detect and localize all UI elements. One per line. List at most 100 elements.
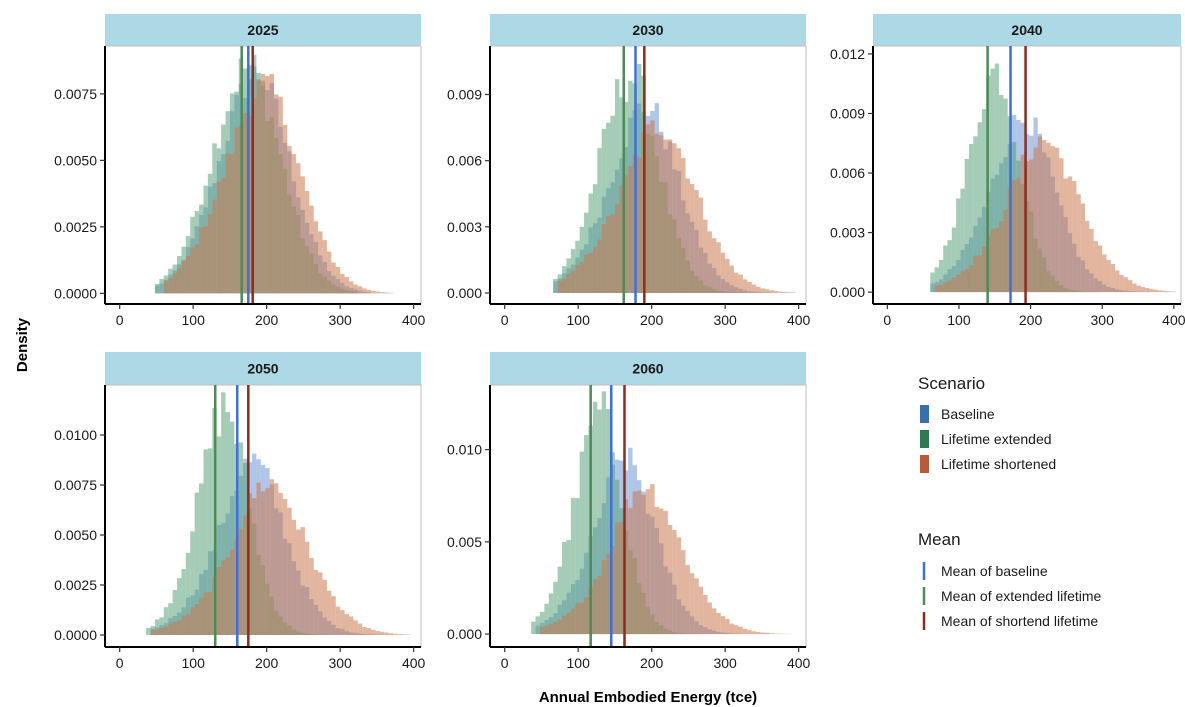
y-tick-label: 0.0025 <box>54 219 97 235</box>
histogram-bar <box>716 242 721 293</box>
histogram-bar <box>610 452 615 635</box>
histogram-bar <box>216 181 222 294</box>
x-tick-label: 0 <box>883 312 891 328</box>
histogram-bar <box>592 184 598 293</box>
histogram-bar <box>747 281 752 293</box>
histogram-bar <box>1080 203 1086 293</box>
histogram-bar <box>1037 136 1043 293</box>
histogram-bar <box>154 283 160 294</box>
histogram-bar <box>601 391 607 635</box>
histogram-bar <box>229 549 235 635</box>
histogram-bar <box>207 213 213 294</box>
histogram-bar <box>610 545 615 635</box>
y-axis-title: Density <box>14 317 31 372</box>
histogram-bar <box>606 122 611 293</box>
panel-strip <box>105 14 421 46</box>
x-tick-label: 200 <box>1019 312 1043 328</box>
histogram-bar <box>729 623 734 635</box>
histogram-bar <box>322 240 327 294</box>
histogram-bar <box>296 529 301 635</box>
histogram-bar <box>309 557 314 635</box>
histogram-bar <box>207 591 213 635</box>
histogram-bar <box>773 633 779 635</box>
histogram-bar <box>190 247 195 294</box>
histogram-bar <box>981 109 987 293</box>
histogram-bar <box>981 246 987 293</box>
histogram-bar <box>353 284 358 294</box>
histogram-bar <box>667 524 673 635</box>
histogram-bar <box>977 255 982 293</box>
x-tick-label: 0 <box>116 312 124 328</box>
histogram-bar <box>331 262 336 294</box>
histogram-bar <box>397 634 402 635</box>
histogram-bar <box>265 488 270 635</box>
histogram-bar <box>260 491 266 635</box>
histogram-bar <box>650 484 655 635</box>
panel-title: 2030 <box>632 22 663 38</box>
histogram-bar <box>340 610 345 635</box>
histogram-bar <box>274 483 279 635</box>
histogram-bar <box>234 127 239 294</box>
histogram-bar <box>951 227 957 293</box>
histogram-bar <box>990 68 995 293</box>
legend-scenario: Scenario Baseline Lifetime extended Lifetim… <box>918 374 1056 473</box>
panel-2040: 2040 0.000 0.003 0.006 0.009 0.012 0 100 200 300 4… <box>830 14 1185 328</box>
y-tick-label: 0.0025 <box>54 577 97 593</box>
legend-label: Lifetime extended <box>941 431 1052 447</box>
histogram-bar <box>539 627 545 635</box>
histogram-bar <box>614 79 620 293</box>
legend-swatch <box>920 405 929 423</box>
histogram-bar <box>168 603 173 635</box>
histogram-bar <box>168 278 173 294</box>
histogram-bar <box>172 590 178 635</box>
y-tick-label: 0.000 <box>830 284 865 300</box>
histogram-bar <box>177 620 182 635</box>
x-tick-label: 400 <box>402 312 426 328</box>
histogram-bar <box>636 157 642 293</box>
histogram-bar <box>1050 146 1055 293</box>
histogram-bar <box>619 522 624 635</box>
panel-strip <box>490 352 806 385</box>
histogram-bar <box>964 158 969 293</box>
histogram-bar <box>274 94 279 294</box>
histogram-bar <box>1097 245 1103 293</box>
histogram-bar <box>694 578 699 635</box>
histogram-bar <box>335 606 341 635</box>
histogram-bar <box>681 157 686 293</box>
histogram-bar <box>212 199 217 294</box>
histogram-bar <box>654 133 660 293</box>
histogram-bar <box>720 252 726 293</box>
histogram-bar <box>318 572 323 635</box>
histogram-bar <box>1158 290 1163 293</box>
histogram-bar <box>938 284 944 293</box>
histogram-bar <box>654 506 660 635</box>
histogram-bar <box>1119 274 1124 293</box>
histogram-bar <box>221 392 226 635</box>
histogram-bar <box>282 125 288 294</box>
histogram-bar <box>326 590 332 635</box>
histogram-bar <box>663 510 668 635</box>
series-shortened <box>539 484 792 635</box>
histogram-bar <box>676 537 682 635</box>
histogram-bar <box>711 608 717 635</box>
histogram-bar <box>199 597 204 635</box>
histogram-bar <box>575 264 580 293</box>
histogram-bar <box>1046 142 1051 293</box>
histogram-bar <box>216 567 222 635</box>
histogram-bar <box>562 278 567 293</box>
histogram-bar <box>221 560 226 635</box>
histogram-bar <box>159 279 164 294</box>
x-tick-label: 400 <box>787 655 811 671</box>
histogram-bar <box>751 284 757 293</box>
x-tick-label: 200 <box>640 312 664 328</box>
y-tick-label: 0.005 <box>447 534 482 550</box>
histogram-bar <box>951 277 957 293</box>
histogram-bar <box>229 421 235 635</box>
histogram-bar <box>628 165 633 293</box>
histogram-bar <box>614 522 620 635</box>
panel-title: 2040 <box>1011 22 1042 38</box>
histogram-bar <box>181 261 186 294</box>
histogram-bar <box>388 292 394 294</box>
histogram-bar <box>1115 270 1120 293</box>
